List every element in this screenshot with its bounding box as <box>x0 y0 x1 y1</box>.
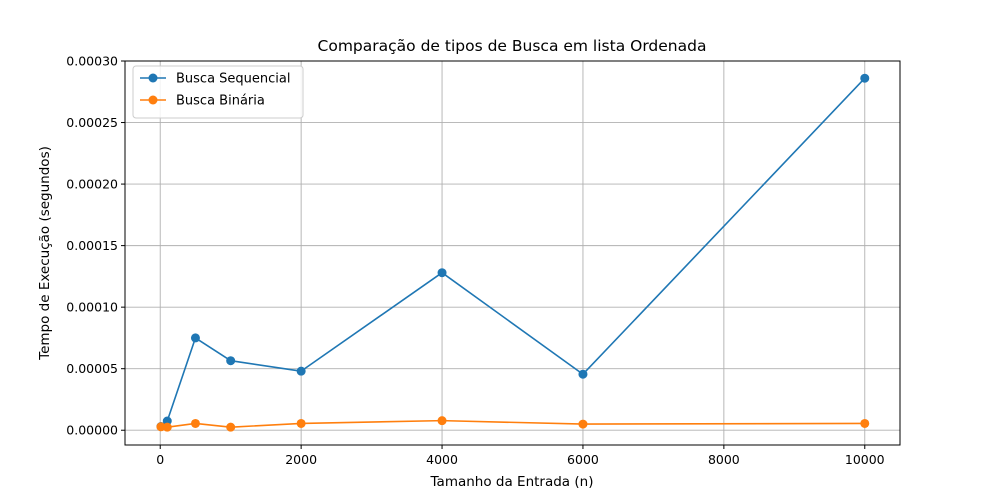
series-line-busca-binaria <box>160 419 865 428</box>
data-point-busca-sequencial <box>296 366 306 376</box>
data-point-busca-sequencial <box>190 333 200 343</box>
data-point-busca-binaria <box>860 418 870 428</box>
data-point-busca-binaria <box>190 418 200 428</box>
ticks: 0 2000 4000 6000 8000 10000 0.00000 0.00005 0.00… <box>66 54 884 468</box>
data-point-busca-sequencial <box>860 73 870 83</box>
data-point-busca-sequencial <box>437 268 447 278</box>
y-tick-label: 0.00025 <box>66 115 118 130</box>
legend-entry-label: Busca Binária <box>176 94 265 109</box>
chart-title: Comparação de tipos de Busca em lista Or… <box>318 37 707 55</box>
x-axis-label: Tamanho da Entrada (n) <box>430 474 594 490</box>
y-tick-label: 0.00000 <box>66 423 118 438</box>
legend-box <box>132 65 304 119</box>
data-point-busca-sequencial <box>226 356 236 366</box>
legend-marker <box>148 73 158 83</box>
series-line-busca-sequencial <box>160 77 866 428</box>
plot-area-frame <box>124 60 901 446</box>
series-layer <box>156 73 870 432</box>
legend: Busca Sequencial Busca Binária <box>132 65 304 119</box>
data-point-busca-binaria <box>437 416 447 426</box>
x-tick-label: 10000 <box>845 452 885 467</box>
data-point-busca-binaria <box>162 422 172 432</box>
data-point-busca-binaria <box>578 419 588 429</box>
y-tick-label: 0.00015 <box>66 238 118 253</box>
x-tick-label: 2000 <box>285 452 317 467</box>
legend-entry-label: Busca Sequencial <box>176 72 291 87</box>
legend-marker <box>148 95 158 105</box>
x-tick-label: 6000 <box>567 452 599 467</box>
x-tick-label: 4000 <box>426 452 458 467</box>
grid <box>125 60 900 445</box>
x-tick-label: 8000 <box>708 452 740 467</box>
data-point-busca-sequencial <box>162 416 172 426</box>
y-tick-label: 0.00005 <box>66 361 118 376</box>
y-tick-label: 0.00010 <box>66 300 118 315</box>
data-point-busca-sequencial <box>578 369 588 379</box>
y-axis-label: Tempo de Execução (segundos) <box>37 146 53 361</box>
y-tick-label: 0.00020 <box>66 177 118 192</box>
series-busca-binaria <box>156 416 870 432</box>
data-point-busca-binaria <box>296 418 306 428</box>
data-point-busca-binaria <box>226 422 236 432</box>
data-point-busca-binaria <box>156 422 166 432</box>
y-tick-label: 0.00030 <box>66 54 118 69</box>
x-tick-label: 0 <box>156 452 164 467</box>
